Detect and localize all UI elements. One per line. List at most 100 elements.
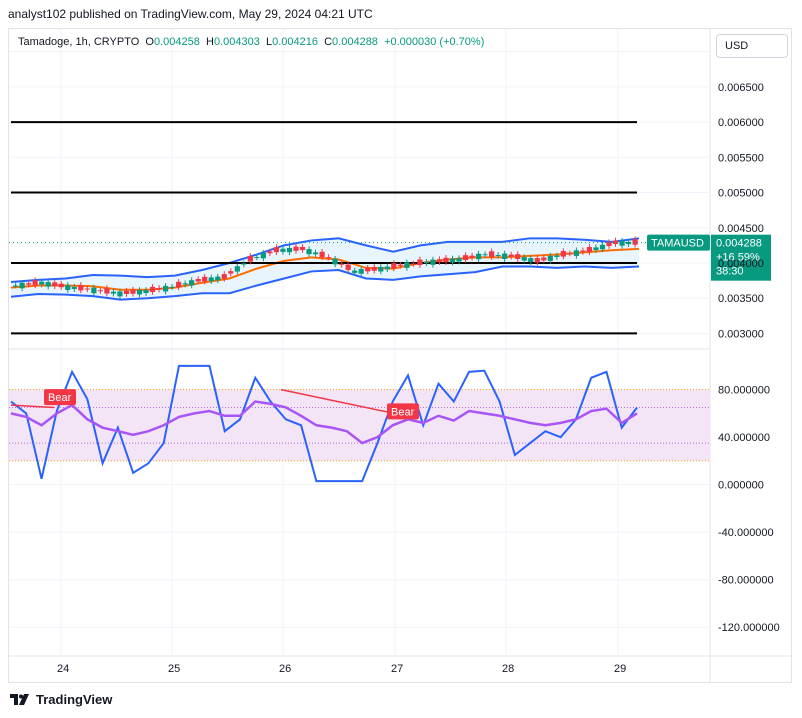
candle-body	[515, 254, 521, 259]
tradingview-footer[interactable]: TradingView	[10, 692, 112, 707]
candle-body	[123, 290, 130, 294]
candle-body	[228, 271, 234, 274]
high-label: H	[205, 36, 214, 48]
price-tick-label: 0.004000	[718, 258, 764, 270]
candle-body	[352, 270, 358, 273]
candle-body	[443, 257, 449, 263]
bear-signal-badge	[44, 389, 76, 406]
candle-body	[521, 257, 527, 261]
candle-body	[45, 282, 51, 287]
stoch-d-line	[10, 400, 638, 445]
candle-body	[397, 264, 403, 266]
candle-body	[365, 267, 371, 272]
candle-body	[26, 283, 32, 285]
price-tick-label: 0.003000	[718, 328, 764, 340]
candle-body	[560, 251, 566, 257]
oscillator-tick-label: 0.000000	[718, 480, 764, 492]
candle-body	[208, 277, 214, 282]
candle-body	[130, 289, 136, 294]
candle-body	[65, 285, 71, 290]
bollinger-upper-line	[10, 237, 640, 283]
time-tick-label: 24	[57, 663, 69, 675]
candle-body	[306, 249, 312, 255]
price-tick-label: 0.006000	[718, 117, 764, 129]
candle-body	[84, 288, 90, 290]
candle-body	[449, 258, 456, 263]
candle-body	[423, 261, 430, 264]
price-tag-value: 0.004288	[716, 238, 762, 250]
price-tag	[711, 234, 771, 281]
high-value: 0.004303	[213, 36, 260, 48]
oscillator-pane[interactable]: Bear Bear	[9, 364, 710, 483]
candle-body	[554, 255, 560, 258]
open-label: O	[145, 36, 154, 48]
candle-body	[528, 258, 534, 263]
candle-body	[52, 282, 58, 287]
candle-body	[195, 278, 201, 282]
price-tag-countdown: 38:30	[716, 266, 744, 278]
candle-body	[273, 247, 280, 253]
candle-body	[358, 268, 364, 274]
ticker-tag-label: TAMAUSD	[651, 238, 704, 250]
close-label: C	[324, 36, 333, 48]
candle-body	[456, 258, 462, 262]
candle-body	[326, 257, 332, 259]
close-value: 0.004288	[332, 36, 378, 48]
publisher-line: analyst102 published on TradingView.com,…	[8, 7, 373, 21]
candle-body	[136, 290, 143, 295]
candle-body	[19, 282, 25, 289]
axis-layer: 0.0070000.0065000.0060000.0055000.005000…	[57, 47, 780, 675]
candle-body	[215, 276, 221, 281]
oscillator-band-fill	[9, 389, 710, 461]
candle-body	[104, 288, 110, 294]
chart-frame[interactable]: TAMAUSD 0.004288 +16.59% 38:30 Bear Bear 0.0…	[8, 28, 792, 683]
candle-body	[71, 286, 77, 290]
chart-canvas[interactable]: TAMAUSD 0.004288 +16.59% 38:30 Bear Bear 0.0…	[9, 29, 791, 682]
oscillator-tick-label: -80.000000	[718, 575, 774, 587]
time-tick-label: 25	[168, 663, 180, 675]
price-tick-label: 0.004500	[718, 223, 764, 235]
candle-body	[345, 264, 351, 270]
candle-body	[625, 241, 632, 245]
candle-body	[234, 266, 240, 272]
candle-body	[469, 255, 475, 258]
candle-body	[547, 255, 553, 261]
candle-body	[117, 291, 123, 297]
currency-selector[interactable]: USD	[716, 34, 788, 58]
open-value: 0.004258	[153, 36, 200, 48]
candle-body	[169, 286, 175, 288]
time-tick-label: 27	[391, 663, 403, 675]
candle-body	[384, 266, 390, 270]
candle-body	[378, 266, 384, 272]
price-pane[interactable]: TAMAUSD 0.004288 +16.59% 38:30	[9, 121, 771, 335]
ticker-tag	[647, 234, 710, 251]
candle-body	[149, 286, 156, 293]
oscillator-tick-label: 80.000000	[718, 385, 770, 397]
time-tick-label: 26	[279, 663, 291, 675]
divergence-line	[280, 388, 395, 415]
candle-body	[632, 239, 638, 245]
candle-body	[312, 252, 319, 255]
candle-body	[247, 255, 253, 262]
candle-body	[39, 281, 45, 285]
oscillator-tick-label: -120.000000	[718, 622, 780, 634]
candle-body	[580, 250, 586, 252]
candle-body	[280, 248, 286, 252]
candle-body	[319, 251, 325, 258]
candle-body	[260, 252, 267, 259]
candle-body	[371, 266, 377, 271]
brand-name: TradingView	[36, 692, 113, 707]
candle-body	[404, 262, 410, 268]
candle-body	[286, 247, 293, 253]
candle-body	[78, 284, 84, 291]
change-value: +0.000030 (+0.70%)	[384, 36, 485, 48]
candle-body	[436, 259, 443, 263]
price-tick-label: 0.005500	[718, 152, 764, 164]
candle-body	[495, 254, 501, 256]
divergence-line	[10, 404, 55, 409]
low-value: 0.004216	[272, 36, 318, 48]
candle-body	[254, 257, 260, 259]
time-tick-label: 28	[502, 663, 514, 675]
candle-body	[391, 263, 397, 269]
candle-body	[156, 288, 162, 290]
